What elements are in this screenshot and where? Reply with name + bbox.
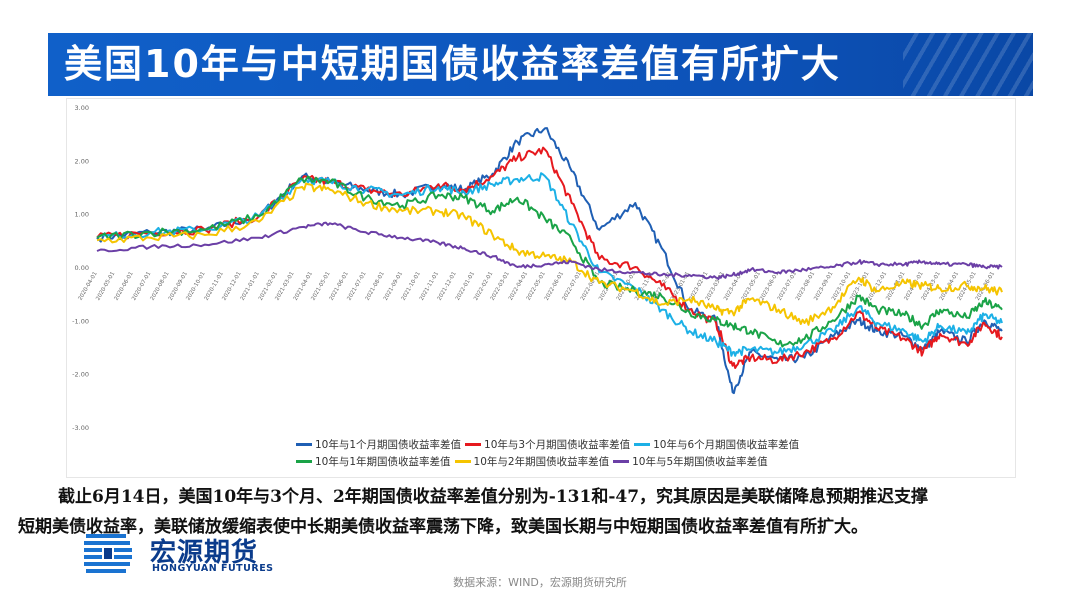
legend-label: 10年与6个月期国债收益率差值 [653,439,800,451]
legend-item-5y: 10年与5年期国债收益率差值 [613,454,768,469]
series-line-5 [96,221,1003,280]
legend-item-1m: 10年与1个月期国债收益率差值 [296,437,461,452]
legend-label: 10年与3个月期国债收益率差值 [484,439,631,451]
x-tick-label: 2022-07-01 [562,271,583,302]
y-tick-label: 0.00 [75,264,89,272]
title-banner: 美国10年与中短期国债收益率差值有所扩大 [48,33,1033,96]
x-tick-label: 2023-08-01 [795,271,816,302]
x-tick-label: 2021-01-01 [240,271,261,302]
legend-label: 10年与5年期国债收益率差值 [632,456,768,468]
series-line-0 [96,127,1003,395]
commentary-line-2: 短期美债收益率，美联储放缓缩表使中长期美债收益率震荡下降，致美国长期与中短期国债… [18,517,868,537]
x-tick-label: 2022-01-01 [455,271,476,302]
banner-decoration [903,33,1033,96]
x-tick-label: 2020-12-01 [221,271,242,302]
series-line-3 [96,175,1003,348]
chart-legend: 10年与1个月期国债收益率差值 10年与3个月期国债收益率差值 10年与6个月期… [296,436,816,470]
commentary: 截止6月14日，美国10年与3个月、2年期国债收益率差值分别为-131和-47，… [0,482,1080,542]
series-line-4 [96,182,1003,326]
x-tick-label: 2020-05-01 [95,271,116,302]
logo-text-cn: 宏源期货 [150,538,259,568]
logo-mark-icon [84,534,132,573]
x-tick-label: 2020-08-01 [149,271,170,302]
x-tick-label: 2023-07-01 [777,271,798,302]
x-tick-label: 2021-08-01 [365,271,386,302]
x-tick-label: 2021-07-01 [346,271,367,302]
company-logo: 宏源期货 HONGYUAN FUTURES [84,530,314,578]
legend-swatch [613,460,630,463]
y-tick-label: -3.00 [72,424,89,432]
legend-swatch [634,443,651,446]
y-tick-label: 1.00 [75,211,89,219]
logo-text-en: HONGYUAN FUTURES [152,563,274,574]
chart-frame: 3.00 2.00 1.00 0.00 -1.00 -2.00 -3.00 2020-04-0… [66,98,1016,478]
y-tick-label: 3.00 [75,104,89,112]
x-tick-label: 2020-07-01 [131,271,152,302]
x-tick-label: 2022-08-01 [580,271,601,302]
legend-row-1: 10年与1个月期国债收益率差值 10年与3个月期国债收益率差值 10年与6个月期… [296,436,816,453]
commentary-line-1: 截止6月14日，美国10年与3个月、2年期国债收益率差值分别为-131和-47，… [58,487,929,507]
legend-label: 10年与1个月期国债收益率差值 [315,439,462,451]
y-tick-label: -1.00 [72,317,89,325]
legend-swatch [296,460,312,463]
legend-swatch [296,443,312,446]
legend-swatch [454,460,471,463]
legend-label: 10年与1年期国债收益率差值 [315,456,451,468]
legend-row-2: 10年与1年期国债收益率差值 10年与2年期国债收益率差值 10年与5年期国债收… [296,453,816,470]
x-tick-label: 2020-10-01 [185,271,206,302]
legend-label: 10年与2年期国债收益率差值 [473,456,610,468]
x-tick-label: 2021-10-01 [401,271,422,302]
page-title: 美国10年与中短期国债收益率差值有所扩大 [64,42,841,86]
legend-item-3m: 10年与3个月期国债收益率差值 [465,437,630,452]
line-chart: 3.002.001.000.00-1.00-2.00-3.002020-04-0… [72,104,1003,432]
x-tick-label: 2022-05-01 [526,271,547,302]
x-tick-label: 2021-05-01 [310,271,331,302]
y-tick-label: 2.00 [75,157,89,165]
data-source: 数据来源：WIND，宏源期货研究所 [453,576,627,589]
x-tick-label: 2021-12-01 [437,271,458,302]
legend-item-1y: 10年与1年期国债收益率差值 [296,454,451,469]
y-tick-label: -2.00 [72,371,89,379]
legend-item-6m: 10年与6个月期国债收益率差值 [634,437,799,452]
legend-item-2y: 10年与2年期国债收益率差值 [454,454,610,469]
legend-swatch [465,443,482,446]
x-tick-label: 2023-05-01 [741,271,762,302]
